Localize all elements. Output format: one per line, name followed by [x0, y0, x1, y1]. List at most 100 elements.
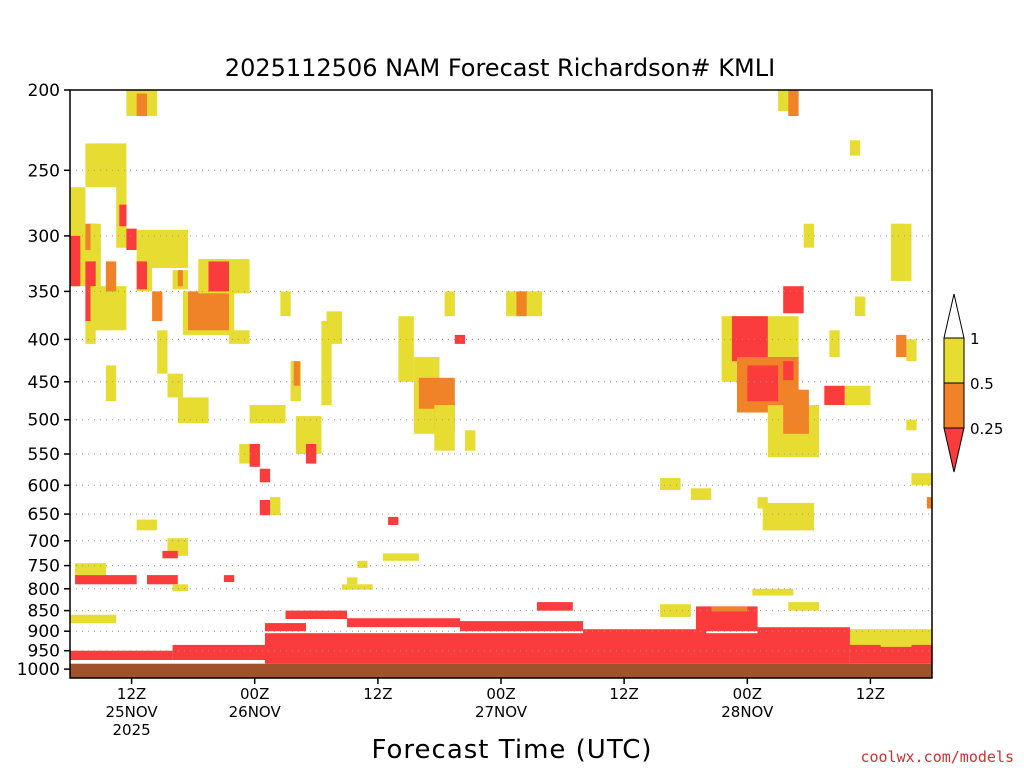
ri-cell-05to1-87	[75, 563, 106, 576]
ri-cell-05to1-54	[660, 478, 681, 490]
ri-cell-lt025-36	[306, 444, 317, 464]
ri-cell-05to1-14	[85, 321, 96, 344]
ri-cell-05to1-111	[880, 641, 912, 647]
ri-cell-025to05-62	[783, 389, 809, 434]
ri-cell-05to1-76	[762, 502, 814, 531]
ri-cell-05to1-74	[906, 419, 917, 431]
y-tick-label-550: 550	[28, 445, 60, 465]
x-tick-label-1-0: 00Z	[240, 685, 269, 703]
ri-cell-lt025-63	[783, 286, 804, 314]
ri-cell-05to1-43	[270, 497, 281, 516]
ri-cell-05to1-34	[249, 405, 286, 424]
ri-cell-lt025-95	[536, 602, 573, 611]
ri-cell-05to1-49	[465, 430, 476, 451]
ri-cell-lt025-18	[136, 261, 147, 290]
ri-cell-lt025-51	[454, 334, 466, 344]
ri-cell-05to1-3	[70, 187, 86, 236]
colorbar-top-cap	[943, 293, 965, 339]
ri-cell-lt025-41	[259, 468, 271, 483]
ri-cell-05to1-78	[911, 473, 932, 486]
ri-cell-lt025-89	[147, 575, 178, 585]
colorbar-label-0.25: 0.25	[970, 420, 1003, 438]
ri-cell-025to05-26	[188, 291, 229, 331]
ri-cell-05to1-44	[398, 316, 414, 382]
y-tick-label-850: 850	[28, 602, 60, 622]
x-tick-label-3-0: 00Z	[486, 685, 515, 703]
ri-cell-025to05-19	[152, 291, 163, 321]
ri-cell-lt025-83	[223, 575, 235, 582]
ri-cell-05to1-86	[383, 553, 419, 561]
y-tick-label-800: 800	[28, 580, 60, 600]
ri-cell-lt025-82	[162, 550, 178, 559]
ri-cell-05to1-99	[70, 614, 117, 624]
x-tick-label-5-1: 28NOV	[721, 703, 774, 721]
plot-frame	[69, 89, 933, 679]
ri-cell-lt025-102	[347, 618, 460, 628]
y-tick-label-450: 450	[28, 373, 60, 393]
ri-cell-05to1-31	[280, 291, 291, 317]
ri-cell-lt025-13	[126, 228, 137, 250]
ri-cell-025to05-79	[926, 497, 932, 509]
ri-cell-lt025-110	[849, 644, 932, 664]
x-axis-label: Forecast Time (UTC)	[371, 735, 652, 765]
ri-cell-025to05-65	[788, 90, 799, 116]
colorbar-label-1: 1	[970, 330, 980, 348]
ri-cell-lt025-57	[731, 316, 768, 362]
ri-cell-05to1-22	[157, 330, 168, 374]
y-tick-label-300: 300	[28, 227, 60, 247]
ri-cell-05to1-77	[757, 497, 768, 509]
ri-cell-025to05-21	[177, 270, 183, 287]
ri-cell-lt025-108	[172, 644, 265, 660]
chart-title: 2025112506 NAM Forecast Richardson# KMLI	[225, 54, 775, 82]
ri-cell-05to1-69	[844, 385, 871, 405]
x-tick-label-2-0: 12Z	[363, 685, 392, 703]
ri-cell-05to1-72	[906, 339, 917, 362]
ri-cell-lt025-104	[460, 621, 584, 632]
colorbar-band-05to1	[943, 337, 965, 384]
ri-cell-lt025-59	[747, 365, 779, 402]
ri-cell-lt025-60	[783, 361, 794, 381]
ri-cell-05to1-30	[229, 330, 250, 344]
ri-cell-025to05-73	[896, 334, 907, 357]
ri-cell-05to1-67	[829, 330, 840, 357]
x-tick-label-0-1: 25NOV	[106, 703, 159, 721]
ri-cell-05to1-91	[347, 577, 358, 585]
credit-text: coolwx.com/models	[860, 748, 1014, 766]
x-tick-label-1-1: 26NOV	[229, 703, 282, 721]
y-tick-label-950: 950	[28, 642, 60, 662]
y-tick-label-500: 500	[28, 411, 60, 431]
colorbar-bottom-cap	[943, 427, 965, 473]
x-tick-label-0-2: 2025	[113, 721, 151, 739]
ri-cell-05to1-48	[434, 405, 455, 451]
ri-cell-05to1-38	[326, 311, 342, 344]
ri-cell-05to1-50	[444, 291, 455, 317]
x-tick-label-5-0: 00Z	[733, 685, 762, 703]
colorbar-label-0.5: 0.5	[970, 375, 994, 393]
ri-cell-lt025-12	[119, 204, 127, 227]
ri-cell-05to1-80	[136, 519, 158, 531]
ri-cell-05to1-93	[752, 588, 794, 596]
ri-cell-05to1-71	[891, 223, 912, 281]
ri-cell-lt025-68	[824, 385, 845, 405]
colorbar-band-025to05	[943, 382, 965, 429]
ri-cell-05to1-15	[105, 365, 117, 402]
ri-cell-025to05-53	[516, 291, 527, 317]
ri-cell-05to1-94	[660, 604, 691, 617]
ri-cell-lt025-106	[757, 627, 850, 640]
y-tick-label-1000: 1000	[17, 660, 60, 680]
ri-cell-05to1-10	[90, 223, 101, 254]
ri-cell-ground-112	[70, 663, 932, 678]
ri-cell-lt025-6	[70, 235, 81, 287]
ri-cell-lt025-88	[75, 575, 137, 585]
ri-cell-lt025-42	[259, 500, 271, 516]
y-tick-label-400: 400	[28, 330, 60, 350]
ri-cell-05to1-8	[90, 286, 127, 331]
ri-cell-025to05-9	[105, 261, 117, 292]
y-axis: 200 250 300 350 400 450 500 550 600 650 700 750 8008…	[17, 81, 70, 680]
x-tick-label-4-0: 12Z	[609, 685, 638, 703]
colorbar: 1 0.5 0.25	[943, 293, 1003, 473]
y-tick-label-700: 700	[28, 532, 60, 552]
x-tick-label-0-0: 12Z	[117, 685, 146, 703]
ri-cell-025to05-98	[711, 606, 748, 612]
